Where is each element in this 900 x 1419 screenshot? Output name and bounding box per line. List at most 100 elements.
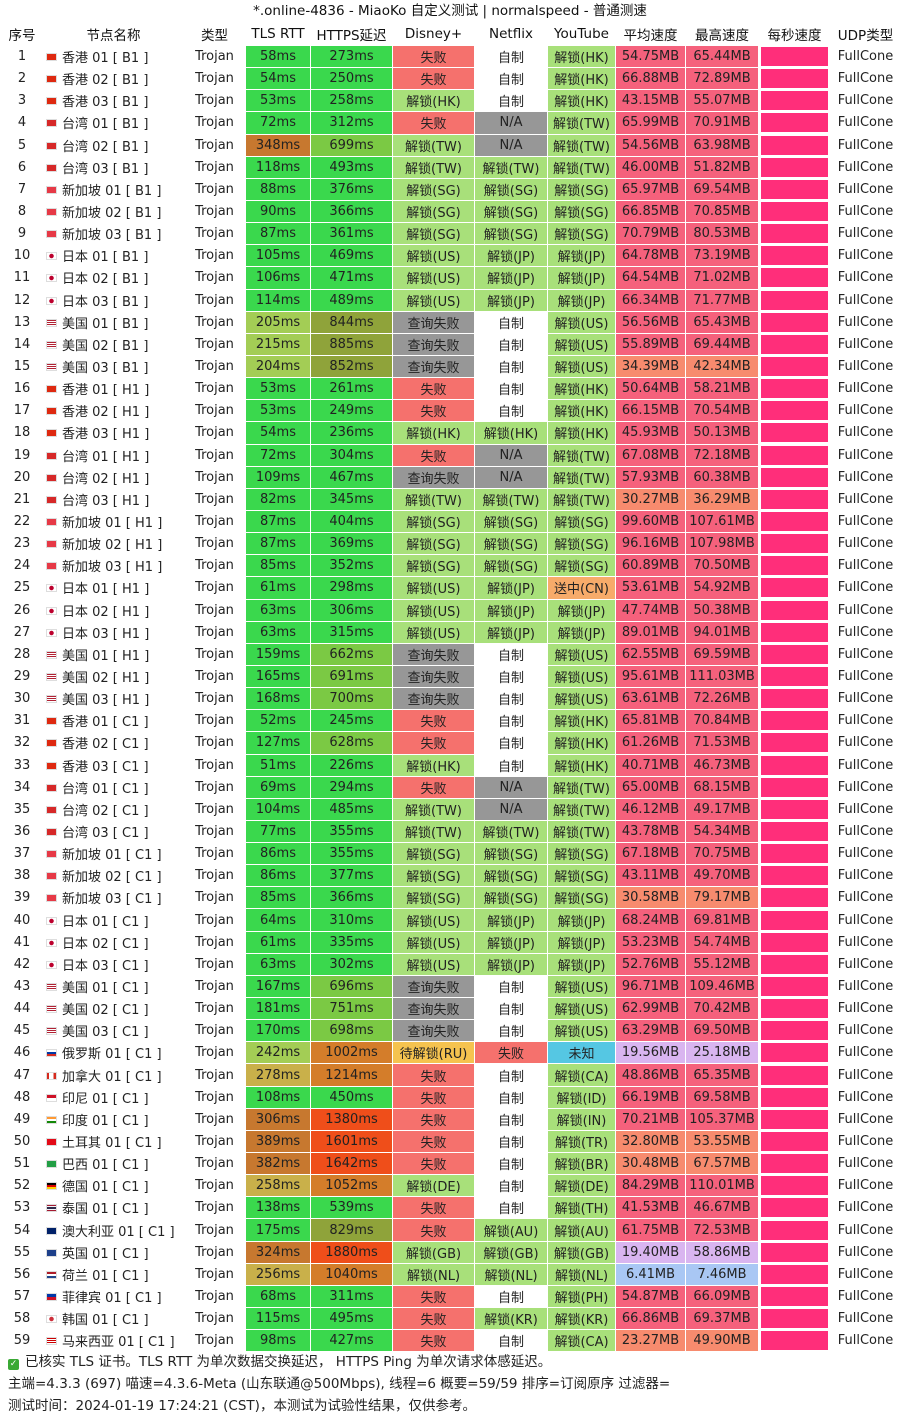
table-row[interactable]: 7 新加坡 01 [ B1 ] Trojan 88ms 376ms 解锁(SG) 解锁(SG… [0, 177, 900, 201]
table-row[interactable]: 26 日本 02 [ H1 ] Trojan 63ms 306ms 解锁(US) 解锁(JP… [0, 598, 900, 622]
table-row[interactable]: 42 日本 03 [ C1 ] Trojan 63ms 302ms 解锁(US) 解锁(JP… [0, 952, 900, 976]
table-row[interactable]: 4 台湾 01 [ B1 ] Trojan 72ms 312ms 失败 N/A 解锁(TW) 6… [0, 111, 900, 135]
tls-rtt: 165ms [245, 664, 311, 689]
table-row[interactable]: 51 巴西 01 [ C1 ] Trojan 382ms 1642ms 失败 自制 解锁(BR… [0, 1152, 900, 1176]
max-speed: 70.54MB [685, 399, 759, 423]
table-row[interactable]: 2 香港 02 [ B1 ] Trojan 54ms 250ms 失败 自制 解锁(HK) 66… [0, 67, 900, 91]
node-name: 香港 02 [ C1 ] [62, 737, 149, 753]
table-row[interactable]: 52 德国 01 [ C1 ] Trojan 258ms 1052ms 解锁(DE) 自制解… [0, 1174, 900, 1198]
column-header[interactable]: TLS RTT [245, 22, 311, 46]
udp-type: FullCone [830, 155, 900, 179]
table-row[interactable]: 16 香港 01 [ H1 ] Trojan 53ms 261ms 失败 自制 解锁(HK) 5… [0, 377, 900, 401]
table-row[interactable]: 54 澳大利亚 01 [ C1 ] Trojan 175ms 829ms 失败 解锁(AU)… [0, 1218, 900, 1242]
table-row[interactable]: 21 台湾 03 [ H1 ] Trojan 82ms 345ms 解锁(TW) 解锁(TW… [0, 487, 900, 511]
table-row[interactable]: 20 台湾 02 [ H1 ] Trojan 109ms 467ms 查询失败 N/A 解锁(… [0, 465, 900, 489]
table-row[interactable]: 5 台湾 02 [ B1 ] Trojan 348ms 699ms 解锁(TW) N/A 解锁… [0, 133, 900, 157]
table-row[interactable]: 32 香港 02 [ C1 ] Trojan 127ms 628ms 失败 自制 解锁(HK)… [0, 731, 900, 755]
speed-sparkline [761, 999, 828, 1019]
table-row[interactable]: 57 菲律宾 01 [ C1 ] Trojan 68ms 311ms 失败 自制 解锁(PH)… [0, 1284, 900, 1309]
column-header[interactable]: 平均速度 [615, 22, 686, 46]
table-row[interactable]: 17 香港 02 [ H1 ] Trojan 53ms 249ms 失败 自制 解锁(HK) 6… [0, 399, 900, 423]
youtube-status: 解锁(JP) [547, 952, 616, 976]
udp-type: FullCone [830, 1262, 900, 1286]
table-row[interactable]: 14 美国 02 [ B1 ] Trojan 215ms 885ms 查询失败 自制 解锁(U… [0, 332, 900, 356]
table-row[interactable]: 49 印度 01 [ C1 ] Trojan 306ms 1380ms 失败 自制 解锁(IN… [0, 1107, 900, 1131]
table-row[interactable]: 31 香港 01 [ C1 ] Trojan 52ms 245ms 失败 自制 解锁(HK) 6… [0, 709, 900, 733]
table-row[interactable]: 9 新加坡 03 [ B1 ] Trojan 87ms 361ms 解锁(SG) 解锁(SG… [0, 222, 900, 246]
column-header[interactable]: 序号 [0, 22, 44, 46]
per-second-speed-cell [758, 1152, 831, 1176]
column-header[interactable]: 最高速度 [685, 22, 759, 46]
column-header[interactable]: HTTPS延迟 [310, 22, 393, 46]
netflix-status: 自制 [474, 1152, 548, 1176]
table-row[interactable]: 12 日本 03 [ B1 ] Trojan 114ms 489ms 解锁(US) 解锁(J… [0, 288, 900, 312]
table-row[interactable]: 37 新加坡 01 [ C1 ] Trojan 86ms 355ms 解锁(SG) 解锁(S… [0, 842, 900, 866]
avg-speed: 54.56MB [615, 133, 686, 157]
max-speed: 105.37MB [685, 1107, 759, 1131]
table-row[interactable]: 44 美国 02 [ C1 ] Trojan 181ms 751ms 查询失败 自制 解锁(U… [0, 997, 900, 1021]
node-name-cell: 美国 03 [ B1 ] [43, 354, 184, 379]
udp-type: FullCone [830, 731, 900, 755]
table-row[interactable]: 29 美国 02 [ H1 ] Trojan 165ms 691ms 查询失败 自制 解锁(U… [0, 664, 900, 689]
table-row[interactable]: 35 台湾 02 [ C1 ] Trojan 104ms 485ms 解锁(TW) N/A 解… [0, 797, 900, 821]
column-header[interactable]: Netflix [474, 22, 548, 46]
youtube-status: 解锁(JP) [547, 266, 616, 290]
table-row[interactable]: 6 台湾 03 [ B1 ] Trojan 118ms 493ms 解锁(TW) 解锁(TW… [0, 155, 900, 179]
table-row[interactable]: 58 韩国 01 [ C1 ] Trojan 115ms 495ms 失败 解锁(KR) 解锁… [0, 1307, 900, 1331]
table-row[interactable]: 27 日本 03 [ H1 ] Trojan 63ms 315ms 解锁(US) 解锁(JP… [0, 620, 900, 644]
table-row[interactable]: 43 美国 01 [ C1 ] Trojan 167ms 696ms 查询失败 自制 解锁(U… [0, 974, 900, 999]
table-row[interactable]: 50 土耳其 01 [ C1 ] Trojan 389ms 1601ms 失败 自制 解锁(T… [0, 1129, 900, 1154]
row-index: 48 [0, 1085, 44, 1109]
table-row[interactable]: 33 香港 03 [ C1 ] Trojan 51ms 226ms 解锁(HK) 自制 解锁(… [0, 753, 900, 777]
netflix-status: 解锁(SG) [474, 842, 548, 866]
node-type: Trojan [183, 1041, 246, 1065]
footer-tls-note: 已核实 TLS 证书。TLS RTT 为单次数据交换延迟， HTTPS Ping… [25, 1354, 552, 1370]
table-row[interactable]: 24 新加坡 03 [ H1 ] Trojan 85ms 352ms 解锁(SG) 解锁(S… [0, 554, 900, 578]
table-row[interactable]: 41 日本 02 [ C1 ] Trojan 61ms 335ms 解锁(US) 解锁(JP… [0, 930, 900, 954]
row-index: 17 [0, 399, 44, 423]
table-row[interactable]: 34 台湾 01 [ C1 ] Trojan 69ms 294ms 失败 N/A 解锁(TW)… [0, 775, 900, 799]
column-header[interactable]: 每秒速度 [758, 22, 831, 46]
table-row[interactable]: 10 日本 01 [ B1 ] Trojan 105ms 469ms 解锁(US) 解锁(J… [0, 244, 900, 268]
table-row[interactable]: 46 俄罗斯 01 [ C1 ] Trojan 242ms 1002ms 待解锁(RU) 失… [0, 1041, 900, 1065]
table-row[interactable]: 13 美国 01 [ B1 ] Trojan 205ms 844ms 查询失败 自制 解锁(U… [0, 310, 900, 334]
disney-status: 解锁(US) [392, 266, 475, 290]
speed-sparkline [761, 1154, 828, 1174]
table-row[interactable]: 3 香港 03 [ B1 ] Trojan 53ms 258ms 解锁(HK) 自制 解锁(H… [0, 89, 900, 113]
udp-type: FullCone [830, 930, 900, 954]
column-header[interactable]: YouTube [547, 22, 616, 46]
table-row[interactable]: 56 荷兰 01 [ C1 ] Trojan 256ms 1040ms 解锁(NL) 解锁(… [0, 1262, 900, 1286]
table-row[interactable]: 11 日本 02 [ B1 ] Trojan 106ms 471ms 解锁(US) 解锁(J… [0, 266, 900, 290]
hk-flag-icon [46, 53, 57, 62]
column-header[interactable]: 节点名称 [43, 22, 184, 46]
table-row[interactable]: 1 香港 01 [ B1 ] Trojan 58ms 273ms 失败 自制 解锁(HK) 54… [0, 44, 900, 69]
disney-status: 解锁(NL) [392, 1262, 475, 1286]
column-header[interactable]: Disney+ [392, 22, 475, 46]
table-row[interactable]: 28 美国 01 [ H1 ] Trojan 159ms 662ms 查询失败 自制 解锁(U… [0, 642, 900, 666]
row-index: 21 [0, 487, 44, 511]
table-row[interactable]: 45 美国 03 [ C1 ] Trojan 170ms 698ms 查询失败 自制 解锁(U… [0, 1019, 900, 1043]
table-row[interactable]: 19 台湾 01 [ H1 ] Trojan 72ms 304ms 失败 N/A 解锁(TW)… [0, 443, 900, 467]
table-row[interactable]: 38 新加坡 02 [ C1 ] Trojan 86ms 377ms 解锁(SG) 解锁(S… [0, 864, 900, 888]
table-row[interactable]: 22 新加坡 01 [ H1 ] Trojan 87ms 404ms 解锁(SG) 解锁(S… [0, 509, 900, 534]
table-row[interactable]: 15 美国 03 [ B1 ] Trojan 204ms 852ms 查询失败 自制 解锁(U… [0, 354, 900, 379]
https-latency: 1040ms [310, 1262, 393, 1286]
column-header[interactable]: UDP类型 [830, 22, 900, 46]
table-row[interactable]: 55 英国 01 [ C1 ] Trojan 324ms 1880ms 解锁(GB) 解锁(… [0, 1240, 900, 1264]
table-row[interactable]: 59 马来西亚 01 [ C1 ] Trojan 98ms 427ms 失败 自制 解锁(CA… [0, 1329, 900, 1353]
table-row[interactable]: 8 新加坡 02 [ B1 ] Trojan 90ms 366ms 解锁(SG) 解锁(SG… [0, 199, 900, 224]
table-row[interactable]: 36 台湾 03 [ C1 ] Trojan 77ms 355ms 解锁(TW) 解锁(TW… [0, 819, 900, 844]
table-row[interactable]: 48 印尼 01 [ C1 ] Trojan 108ms 450ms 失败 自制 解锁(ID)… [0, 1085, 900, 1109]
column-header[interactable]: 类型 [183, 22, 246, 46]
youtube-status: 解锁(SG) [547, 886, 616, 910]
table-row[interactable]: 40 日本 01 [ C1 ] Trojan 64ms 310ms 解锁(US) 解锁(JP… [0, 908, 900, 932]
udp-type: FullCone [830, 222, 900, 246]
table-row[interactable]: 47 加拿大 01 [ C1 ] Trojan 278ms 1214ms 失败 自制 解锁(C… [0, 1063, 900, 1087]
table-row[interactable]: 25 日本 01 [ H1 ] Trojan 61ms 298ms 解锁(US) 解锁(JP… [0, 576, 900, 600]
table-row[interactable]: 39 新加坡 03 [ C1 ] Trojan 85ms 366ms 解锁(SG) 解锁(S… [0, 886, 900, 910]
table-row[interactable]: 23 新加坡 02 [ H1 ] Trojan 87ms 369ms 解锁(SG) 解锁(S… [0, 532, 900, 556]
table-row[interactable]: 53 泰国 01 [ C1 ] Trojan 138ms 539ms 失败 自制 解锁(TH)… [0, 1196, 900, 1220]
netflix-status: 自制 [474, 1174, 548, 1198]
table-row[interactable]: 18 香港 03 [ H1 ] Trojan 54ms 236ms 解锁(HK) 解锁(HK… [0, 421, 900, 445]
table-row[interactable]: 30 美国 03 [ H1 ] Trojan 168ms 700ms 查询失败 自制 解锁(U… [0, 687, 900, 711]
